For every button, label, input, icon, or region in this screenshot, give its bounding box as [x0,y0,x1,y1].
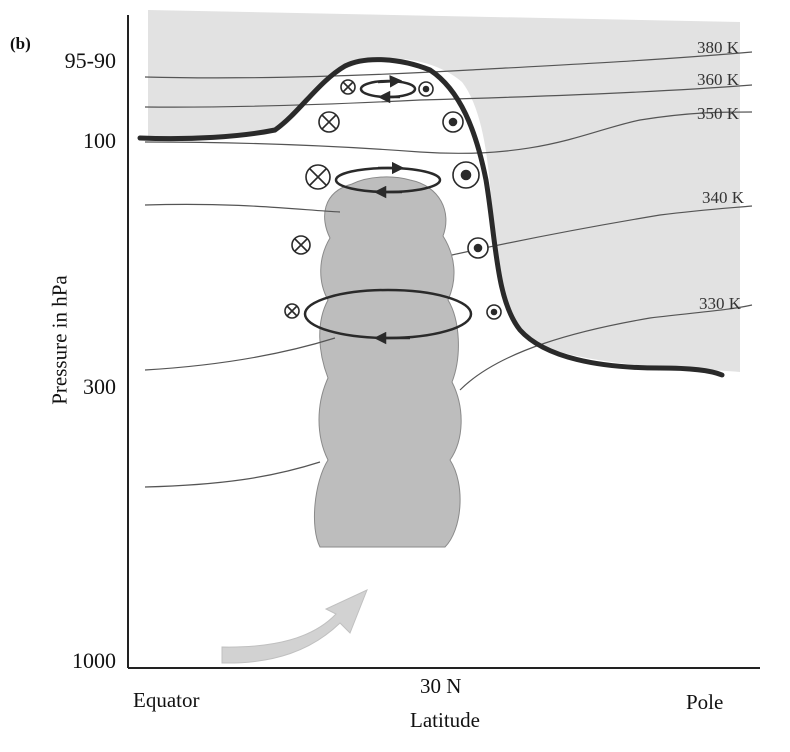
axes [127,15,760,669]
tropopause-line [137,57,725,378]
isentrope-label-360k: 360 K [697,70,740,89]
y-tick-1000: 1000 [72,648,116,673]
isentrope-label-340k: 340 K [702,188,745,207]
y-tick-100: 100 [83,128,116,153]
inflow-arrow-icon [221,589,368,664]
x-tick-pole: Pole [686,690,724,714]
convective-cloud [313,176,462,548]
circulation-upper-arrow-top [377,75,403,88]
isentrope-360k [144,84,753,108]
y-tick-95-90: 95-90 [64,48,116,73]
x-tick-equator: Equator [133,688,200,712]
isentrope-340k [144,203,753,256]
isentrope-lower [144,461,321,488]
isentrope-330k [144,304,753,391]
into-page-3 [305,164,331,190]
wind-into-page-icon [284,79,356,319]
panel-label: (b) [10,34,31,53]
isentrope-label-380k: 380 K [697,38,740,57]
into-page-1 [340,79,356,95]
stratosphere-region [148,10,740,372]
isentrope-380k [144,51,753,79]
anticyclonic-circulation-icon [303,75,473,345]
out-of-page-2 [442,111,464,133]
out-of-page-4 [467,237,489,259]
isentrope-label-350k: 350 K [697,104,740,123]
into-page-5 [284,303,300,319]
isentrope-350k [144,111,753,154]
y-tick-300: 300 [83,374,116,399]
wind-out-of-page-icon [418,81,502,320]
y-axis-label: Pressure in hPa [47,275,72,405]
x-tick-30n: 30 N [420,674,462,698]
circulation-upper [359,79,417,99]
out-of-page-3 [452,161,480,189]
out-of-page-5 [486,304,502,320]
x-axis-label: Latitude [410,708,480,732]
into-page-4 [291,235,311,255]
isentrope-label-330k: 330 K [699,294,742,313]
out-of-page-1 [418,81,434,97]
into-page-2 [318,111,340,133]
